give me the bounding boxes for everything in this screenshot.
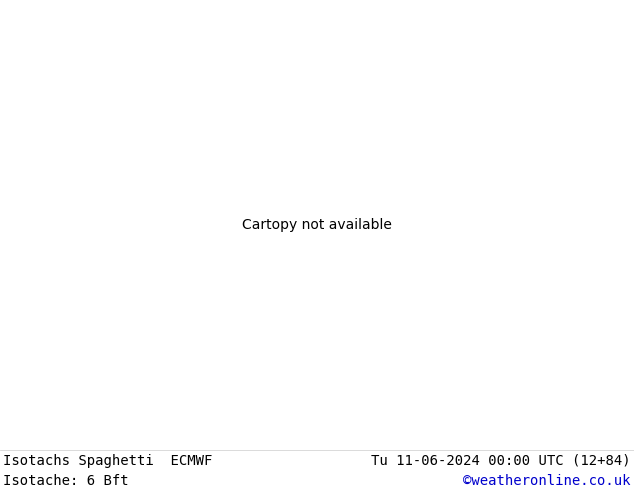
Text: Tu 11-06-2024 00:00 UTC (12+84): Tu 11-06-2024 00:00 UTC (12+84) — [371, 454, 631, 468]
Text: Cartopy not available: Cartopy not available — [242, 218, 392, 232]
Text: Isotachs Spaghetti  ECMWF: Isotachs Spaghetti ECMWF — [3, 454, 212, 468]
Text: Isotache: 6 Bft: Isotache: 6 Bft — [3, 474, 129, 488]
Text: ©weatheronline.co.uk: ©weatheronline.co.uk — [463, 474, 631, 488]
